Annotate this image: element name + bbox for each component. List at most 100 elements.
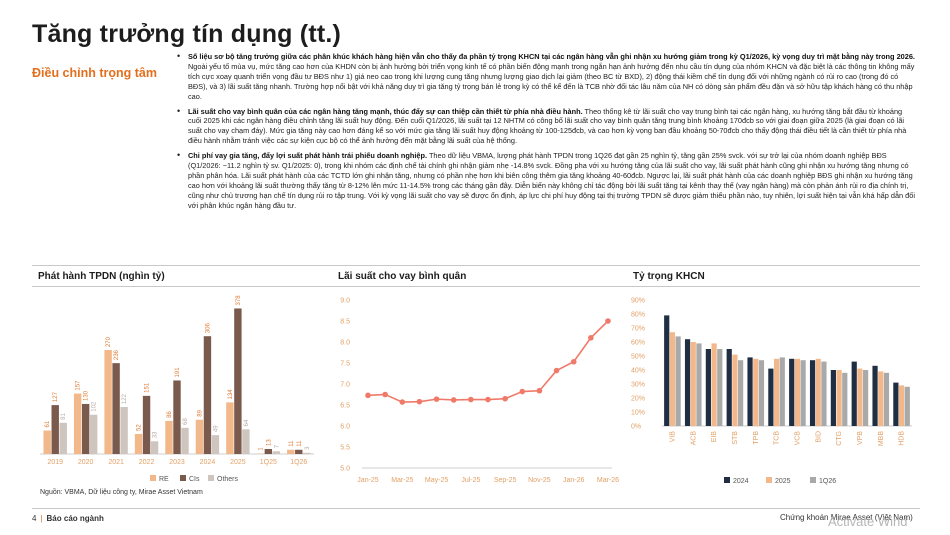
data-label: 378 (236, 295, 242, 306)
legend-label: 2024 (733, 478, 749, 485)
bar-1q26 (717, 349, 723, 426)
bar-2024 (726, 349, 732, 426)
data-label: 130 (84, 390, 90, 401)
x-tick-label: Mar-26 (597, 477, 619, 484)
bar-2024 (747, 357, 753, 426)
bar-2024 (705, 349, 711, 426)
data-label: 52 (137, 424, 143, 431)
x-tick-label: Jan-25 (357, 477, 379, 484)
bar-2025 (857, 368, 863, 426)
legend-label: Others (217, 476, 239, 483)
bar-re (134, 433, 143, 454)
bar-2025 (773, 358, 780, 426)
bar-2024 (789, 358, 795, 426)
data-point (450, 397, 457, 403)
data-label: 1 (258, 447, 264, 451)
bullet-body: Theo dữ liệu VBMA, lượng phát hành TPDN … (188, 151, 915, 210)
x-tick-label: 2022 (139, 459, 155, 466)
x-tick-label: HDB (899, 431, 906, 446)
data-point (485, 396, 491, 403)
x-tick-label: Jul-25 (461, 477, 480, 484)
bar-re (226, 402, 234, 454)
x-tick-label: 1Q25 (260, 459, 277, 466)
data-label: 236 (114, 349, 120, 360)
y-tick-label: 60% (631, 340, 645, 347)
data-label: 122 (122, 393, 128, 404)
data-label: 306 (205, 323, 211, 334)
data-label: 13 (266, 439, 272, 446)
legend-swatch (208, 475, 214, 481)
data-label: 151 (145, 382, 151, 393)
bar-cis (142, 395, 151, 454)
y-tick-label: 5.5 (340, 445, 350, 452)
data-point (468, 396, 474, 403)
data-point (416, 398, 423, 405)
data-point (536, 387, 543, 394)
bar-re (104, 350, 112, 454)
bar-re (73, 393, 82, 454)
bullet-item: Lãi suất cho vay bình quân của các ngân … (175, 107, 915, 147)
x-tick-label: TPB (753, 431, 760, 445)
bar-cis (295, 449, 303, 454)
bar-1q26 (842, 372, 848, 426)
x-tick-label: Nov-25 (528, 477, 551, 484)
bar-2024 (684, 339, 691, 426)
chart-title-bond-issuance: Phát hành TPDN (nghìn tỷ) (38, 271, 165, 282)
footer-separator: | (40, 514, 43, 523)
y-tick-label: 8.5 (340, 319, 350, 326)
x-tick-label: 2020 (78, 459, 94, 466)
bar-1q26 (696, 343, 702, 426)
legend-label: CIs (189, 476, 200, 483)
y-tick-label: 8.0 (340, 340, 350, 347)
bar-others (303, 452, 311, 454)
bullet-lead: Số liệu sơ bộ tăng trưởng giữa các phân … (188, 52, 915, 61)
bar-2024 (872, 365, 878, 426)
legend-swatch (766, 477, 772, 483)
bar-re (43, 430, 51, 454)
bar-others (272, 451, 281, 454)
data-label: 33 (153, 431, 159, 438)
data-label: 11 (289, 440, 295, 447)
legend-label: RE (159, 476, 169, 483)
footer-section-name: Báo cáo ngành (46, 514, 104, 523)
bar-2025 (690, 342, 696, 426)
bar-cis (81, 403, 90, 454)
bar-others (89, 414, 98, 454)
bar-re (165, 420, 173, 454)
bullet-item: Chi phí vay gia tăng, đẩy lợi suất phát … (175, 151, 915, 210)
bar-2025 (836, 370, 842, 426)
data-point (399, 399, 406, 405)
bar-2025 (711, 343, 717, 426)
data-label: 102 (92, 401, 98, 412)
y-tick-label: 0% (631, 424, 641, 431)
y-tick-label: 9.0 (340, 298, 350, 305)
x-tick-label: EIB (711, 431, 718, 443)
data-label: 7 (274, 444, 280, 448)
x-tick-label: 2021 (108, 459, 124, 466)
bar-2024 (664, 315, 670, 426)
bar-1q26 (904, 386, 910, 426)
bar-2025 (669, 332, 676, 426)
bullet-body: Theo thống kê từ lãi suất cho vay trung … (188, 106, 907, 146)
bar-1q26 (800, 360, 806, 426)
bar-others (211, 435, 220, 454)
chart-title-retail-share: Tỷ trọng KHCN (633, 271, 705, 282)
x-tick-label: 1Q26 (290, 459, 307, 466)
bar-1q26 (883, 372, 890, 426)
bar-2025 (898, 385, 905, 426)
bar-cis (203, 336, 212, 454)
top-divider (32, 265, 920, 266)
y-tick-label: 90% (631, 298, 645, 305)
data-label: 270 (106, 336, 112, 347)
retail-share-chart: 0% 10% 20% 30% 40% 50% 60% 70% 80% 90% VIB ACB EIB ST… (631, 298, 912, 485)
legend-swatch (810, 477, 816, 483)
bar-1q26 (738, 360, 744, 426)
data-point (570, 358, 577, 365)
data-label: 134 (228, 389, 234, 400)
data-point (519, 388, 526, 395)
lending-rate-chart: 5.0 5.5 6.0 6.5 7.0 7.5 8.0 8.5 9.0 Jan-25 Mar-25 M… (340, 298, 619, 485)
bar-2025 (794, 358, 801, 426)
section-label: Điều chỉnh trọng tâm (32, 66, 157, 80)
bar-others (181, 427, 189, 454)
bar-1q26 (758, 360, 765, 426)
